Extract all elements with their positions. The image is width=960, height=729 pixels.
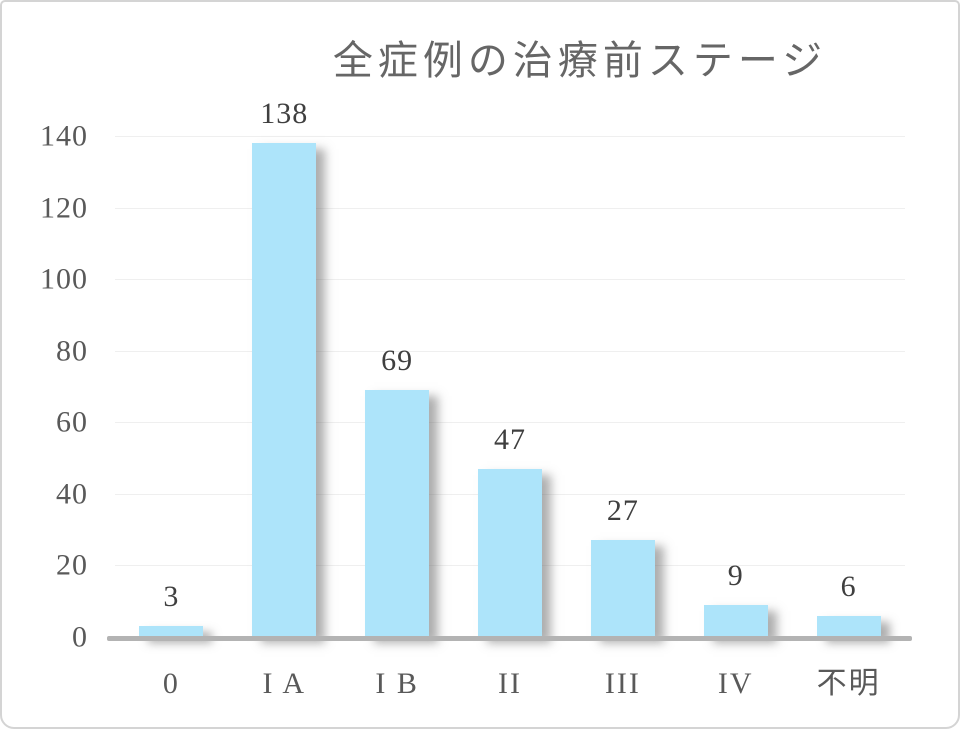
bar	[252, 143, 317, 637]
bar-value-label: 6	[840, 569, 857, 603]
plot-area: 3 138 69 47 27 9 6	[115, 99, 905, 637]
gridline	[115, 207, 905, 209]
gridline	[115, 279, 905, 281]
x-category-label: 0	[162, 667, 180, 700]
y-tick-label: 120	[40, 191, 88, 225]
bar-value-label: 138	[260, 97, 309, 131]
bar-value-label: 9	[727, 558, 744, 592]
gridline	[115, 136, 905, 137]
y-tick-label: 80	[56, 334, 88, 368]
bar	[816, 615, 881, 637]
gridline	[115, 350, 905, 352]
gridline	[115, 422, 905, 424]
bar	[139, 626, 204, 637]
x-category-label: IV	[717, 667, 754, 700]
x-category-label: II	[498, 667, 522, 700]
bar	[365, 390, 430, 637]
y-tick-label: 20	[56, 548, 88, 582]
chart-title: 全症例の治療前ステージ	[332, 38, 828, 83]
y-tick-label: 100	[40, 262, 88, 296]
bar-value-label: 47	[493, 422, 526, 456]
x-category-label: I B	[375, 667, 419, 700]
x-category-label: 不明	[816, 667, 881, 700]
bar-value-label: 27	[606, 494, 639, 528]
x-axis-line	[107, 636, 912, 641]
bar	[590, 540, 655, 637]
y-tick-label: 60	[56, 405, 88, 439]
y-tick-label: 40	[56, 477, 88, 511]
x-category-label: I A	[262, 667, 307, 700]
y-axis: 0 20 40 60 80 100 120 140	[2, 120, 88, 654]
x-category-label: III	[604, 667, 641, 700]
bar	[478, 468, 542, 637]
y-tick-label: 0	[72, 620, 88, 654]
bar	[703, 604, 768, 637]
y-tick-label: 140	[40, 119, 88, 153]
bar-value-label: 69	[381, 344, 414, 378]
bar-value-label: 3	[163, 580, 180, 614]
